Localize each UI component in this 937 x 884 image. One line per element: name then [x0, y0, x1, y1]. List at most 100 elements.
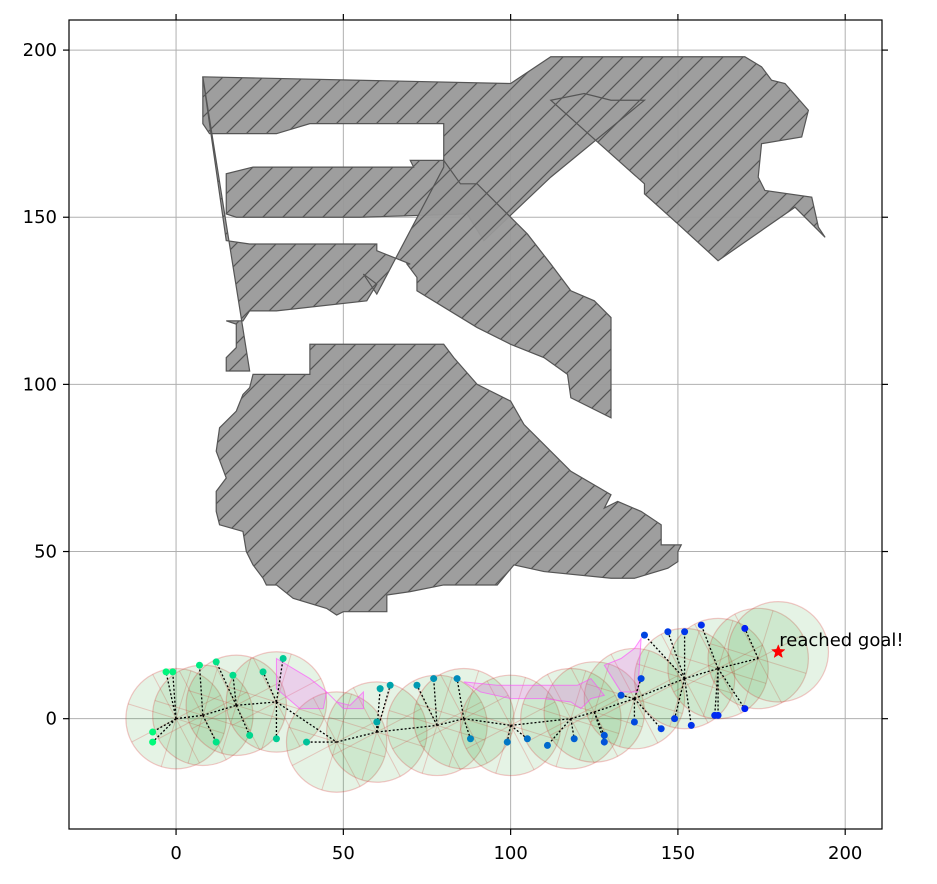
node-range-ray: [758, 658, 807, 674]
node-range-ray: [321, 741, 338, 791]
leaf-point: [453, 675, 461, 683]
leaf-edge: [463, 718, 472, 739]
node-range-ray: [684, 678, 733, 694]
leaf-point: [687, 721, 695, 729]
node-range-ray: [634, 698, 683, 714]
leaf-edge: [456, 678, 465, 719]
leaf-point: [523, 735, 531, 743]
node-range-ray: [436, 701, 482, 726]
axes-frame: [68, 19, 883, 830]
node-range-ray: [463, 694, 509, 720]
tick-layer: 0 50 100 150 200 0 50 100 150 200: [23, 14, 888, 864]
node-range-ray: [594, 688, 639, 713]
plot-area: [125, 56, 830, 793]
node-range-ray: [570, 718, 619, 734]
x-tick-label: 50: [332, 843, 355, 864]
leaf-point: [741, 624, 749, 632]
leaf-edge: [376, 688, 381, 733]
node-range-ray: [332, 731, 378, 756]
leaf-point: [466, 735, 474, 743]
node-range-ray: [466, 724, 511, 750]
leaf-point: [246, 731, 254, 739]
leaf-edge: [633, 698, 662, 730]
node-range-ray: [636, 663, 685, 680]
node-range-ray: [713, 658, 759, 683]
node-range-ray: [188, 690, 237, 706]
leaf-point: [637, 675, 645, 683]
leaf-edge: [673, 678, 686, 719]
node-range-ray: [634, 674, 680, 700]
node-range-ray: [463, 718, 512, 734]
node-range-ray: [361, 731, 378, 781]
node-range-ray: [589, 698, 635, 723]
leaf-point: [259, 668, 267, 676]
leaf-point: [657, 725, 665, 733]
leaf-edge: [667, 631, 686, 679]
node-range-ray: [742, 658, 759, 707]
node-range-ray: [202, 691, 248, 716]
node-range-ray: [421, 725, 438, 774]
node-range-ray: [236, 681, 281, 706]
node-range-ray: [570, 718, 595, 764]
leaf-point: [543, 741, 551, 749]
leaf-point: [681, 628, 689, 636]
node-range-ray: [175, 670, 192, 719]
node-range-ray: [684, 654, 730, 680]
leaf-point: [162, 668, 170, 676]
tree-edge: [175, 714, 203, 720]
node-range-ray: [376, 731, 425, 748]
node-range-ray: [510, 701, 556, 726]
leaf-point: [149, 738, 157, 746]
node-range-ray: [220, 705, 237, 754]
node-range-ray: [202, 714, 251, 731]
leaf-point: [195, 661, 203, 669]
leaf-edge: [717, 668, 746, 710]
x-tick-label: 150: [661, 843, 695, 864]
node-range-ray: [415, 703, 464, 720]
node-range-ray: [717, 644, 763, 669]
tree-edge-layer: [152, 624, 759, 746]
leaf-point: [413, 681, 421, 689]
node-range-ray: [610, 654, 635, 699]
node-range-ray: [191, 704, 237, 730]
node-range-ray: [275, 653, 292, 703]
node-range-ray: [757, 658, 783, 704]
node-range-ray: [546, 674, 572, 719]
leaf-edge: [593, 711, 605, 743]
obstacle-hatch: [202, 76, 612, 418]
node-range-ray: [376, 708, 422, 733]
x-tick-label: 100: [493, 843, 527, 864]
node-range-ray: [187, 715, 204, 764]
sensor-polygon: [463, 677, 606, 710]
node-range-ray: [160, 718, 177, 767]
leaf-point: [376, 685, 384, 693]
node-range-ray: [175, 718, 200, 764]
leaf-point: [503, 738, 511, 746]
tree-edge: [634, 677, 685, 700]
leaf-point: [630, 718, 638, 726]
node-range-ray: [202, 667, 219, 716]
node-range-ray: [448, 718, 465, 767]
leaf-point: [279, 655, 287, 663]
node-range-ray: [639, 678, 685, 703]
node-range-ray: [392, 724, 438, 750]
node-range-ray: [178, 670, 204, 716]
y-tick-label: 100: [23, 374, 57, 395]
sensor-polygon: [326, 690, 364, 710]
leaf-point: [671, 715, 679, 723]
node-range-ray: [352, 687, 378, 733]
leaf-edge: [510, 724, 528, 740]
y-tick-label: 0: [46, 709, 57, 730]
leaf-edge: [202, 715, 217, 743]
leaf-point: [600, 738, 608, 746]
tree-edge: [570, 711, 595, 720]
node-range-ray: [463, 670, 480, 719]
leaf-point: [272, 735, 280, 743]
leaf-edge: [152, 718, 177, 743]
tree-edge: [236, 701, 277, 706]
leaf-point: [373, 718, 381, 726]
node-range-ray: [462, 710, 511, 726]
node-range-ray: [261, 701, 277, 751]
node-range-ray: [510, 724, 559, 741]
